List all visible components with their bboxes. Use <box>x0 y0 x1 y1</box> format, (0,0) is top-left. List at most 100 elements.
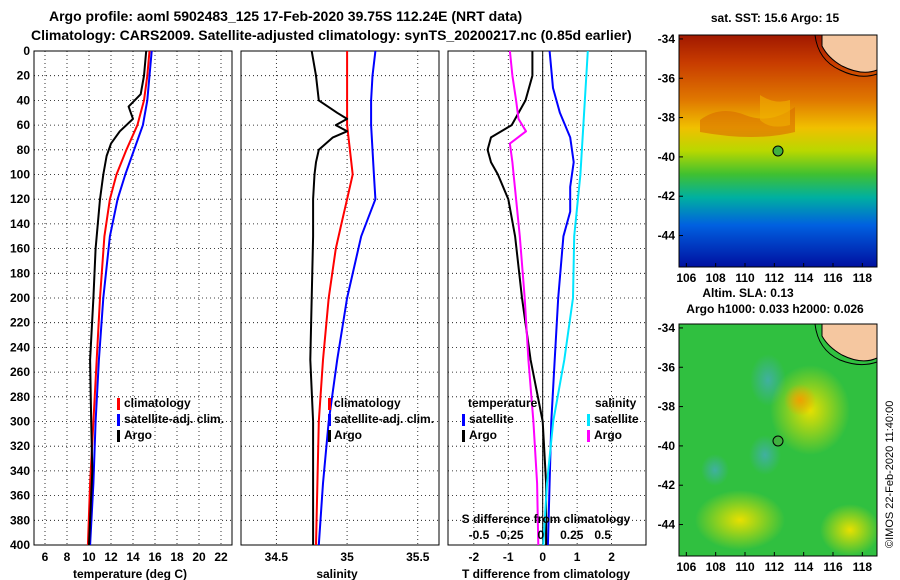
legend-swatch-s-argo <box>587 430 590 442</box>
legend-swatch-satellite <box>117 414 120 426</box>
legend-label-s-satellite: satellite <box>594 412 639 426</box>
sla-blob-orange <box>784 384 816 416</box>
x-tick-label: -1 <box>503 550 514 564</box>
map-lon-label: 106 <box>676 271 696 285</box>
x2-tick-label: 0.25 <box>560 528 584 542</box>
series-line-climatology <box>86 50 151 546</box>
map-lon-label: 108 <box>706 271 726 285</box>
y-tick-label: 320 <box>10 439 30 453</box>
title-line-2: Climatology: CARS2009. Satellite-adjuste… <box>31 27 632 43</box>
series-line-satellite-adj-clim- <box>317 50 377 546</box>
legend-title-salinity: salinity <box>595 396 637 410</box>
sst-map-title: sat. SST: 15.6 Argo: 15 <box>711 11 840 25</box>
map-lat-label: -40 <box>658 150 676 164</box>
sla-blob-yellow-2 <box>695 490 785 550</box>
map-lat-label: -36 <box>658 71 676 85</box>
map-lat-label: -38 <box>658 400 676 414</box>
legend-label-satellite-sal: satellite-adj. clim. <box>334 412 434 426</box>
legend-swatch-satellite-sal <box>328 414 331 426</box>
y-tick-label: 300 <box>10 415 30 429</box>
grid-layer <box>34 50 646 546</box>
series-layer <box>86 50 589 546</box>
map-lat-label: -38 <box>658 111 676 125</box>
map-lon-label: 106 <box>676 560 696 574</box>
s-difference-axis-label: S difference from climatology <box>462 512 631 526</box>
legend-label-s-argo: Argo <box>594 428 622 442</box>
title-line-1: Argo profile: aoml 5902483_125 17-Feb-20… <box>49 8 522 24</box>
map-lon-label: 108 <box>706 560 726 574</box>
map-lon-label: 118 <box>853 560 873 574</box>
legend-swatch-climatology <box>117 398 120 410</box>
y-tick-label: 340 <box>10 464 30 478</box>
x-tick-label: 1 <box>574 550 581 564</box>
map-lon-label: 112 <box>765 560 785 574</box>
x-tick-label: 34.5 <box>265 550 289 564</box>
x-tick-label: 14 <box>126 550 140 564</box>
y-tick-label: 0 <box>23 44 30 58</box>
sla-blob-teal-2 <box>749 435 781 475</box>
x-tick-label: 16 <box>148 550 162 564</box>
map-lat-label: -34 <box>658 321 676 335</box>
sst-land <box>821 34 878 73</box>
x-tick-label: 0 <box>539 550 546 564</box>
salinity-x-label: salinity <box>316 567 358 580</box>
sla-map <box>678 323 880 557</box>
x-tick-label: 35 <box>340 550 354 564</box>
legend-swatch-t-satellite <box>462 414 465 426</box>
difference-legend: temperature satellite Argo salinity sate… <box>462 396 639 442</box>
map-lat-label: -42 <box>658 189 676 203</box>
x2-tick-label: 0 <box>537 528 544 542</box>
map-lat-label: -36 <box>658 360 676 374</box>
legend-swatch-argo <box>117 430 120 442</box>
map-lat-label: -42 <box>658 478 676 492</box>
sst-argo-position <box>772 145 784 157</box>
series-line-satellite-adj-clim- <box>89 50 153 546</box>
y-tick-label: 60 <box>17 118 31 132</box>
map-lon-label: 114 <box>794 271 814 285</box>
sst-coast-contour <box>814 34 878 77</box>
x-tick-label: 6 <box>42 550 49 564</box>
map-lon-label: 116 <box>823 560 843 574</box>
legend-swatch-argo-sal <box>328 430 331 442</box>
x2-tick-label: 0.5 <box>594 528 611 542</box>
sla-blob-teal-3 <box>701 454 729 486</box>
map-lon-label: 116 <box>823 271 843 285</box>
sla-map-title-1: Altim. SLA: 0.13 <box>702 286 794 300</box>
y-tick-label: 200 <box>10 291 30 305</box>
series-line-t-satellite <box>546 50 575 546</box>
legend-label-climatology: climatology <box>124 396 191 410</box>
legend-label-argo: Argo <box>124 428 152 442</box>
x-tick-label: 22 <box>214 550 228 564</box>
legend-swatch-s-satellite <box>587 414 590 426</box>
map-lat-label: -40 <box>658 439 676 453</box>
y-tick-label: 160 <box>10 242 30 256</box>
y-tick-label: 140 <box>10 217 30 231</box>
y-tick-label: 80 <box>17 143 31 157</box>
series-line-argo <box>309 50 349 545</box>
sst-map-frame <box>678 34 878 268</box>
series-line-t-argo <box>486 51 548 545</box>
sla-map-title-2: Argo h1000: 0.033 h2000: 0.026 <box>686 302 864 316</box>
x2-tick-label: -0.25 <box>496 528 524 542</box>
y-tick-label: 240 <box>10 340 30 354</box>
map-lon-label: 112 <box>765 271 785 285</box>
salinity-legend: climatology satellite-adj. clim. Argo <box>328 396 434 442</box>
legend-label-argo-sal: Argo <box>334 428 362 442</box>
sla-blob-yellow-3 <box>820 504 880 556</box>
series-line-climatology <box>315 51 354 546</box>
y-tick-label: 400 <box>10 538 30 552</box>
y-tick-label: 380 <box>10 513 30 527</box>
map-lon-label: 110 <box>735 271 755 285</box>
legend-label-t-argo: Argo <box>469 428 497 442</box>
y-tick-label: 100 <box>10 168 30 182</box>
y-tick-label: 120 <box>10 192 30 206</box>
x-tick-label: 35.5 <box>406 550 430 564</box>
map-ticks: 106 108 110 112 114 116 118 -34 -36 -38 -40 -42 -44 1… <box>658 32 873 574</box>
temperature-x-label: temperature (deg C) <box>73 567 187 580</box>
map-lon-label: 114 <box>794 560 814 574</box>
legend-label-climatology-sal: climatology <box>334 396 401 410</box>
legend-swatch-t-argo <box>462 430 465 442</box>
legend-swatch-climatology-sal <box>328 398 331 410</box>
sst-map <box>678 34 878 268</box>
